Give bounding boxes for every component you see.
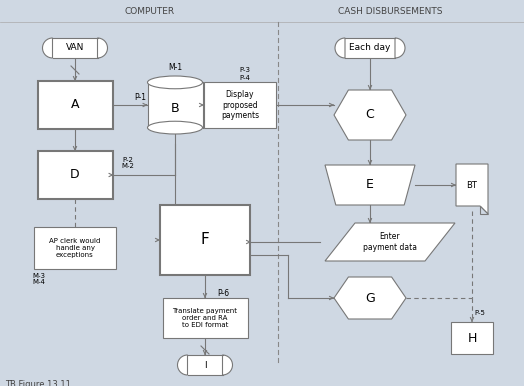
Text: BT: BT [466, 181, 477, 190]
Bar [147, 82, 202, 128]
Text: F: F [201, 232, 210, 247]
Text: A: A [71, 98, 79, 112]
Wedge shape [335, 38, 345, 58]
Text: Translate payment
order and RA
to EDI format: Translate payment order and RA to EDI fo… [172, 308, 237, 328]
Text: Each day: Each day [350, 44, 391, 52]
Text: Enter
payment data: Enter payment data [363, 232, 417, 252]
Text: COMPUTER: COMPUTER [125, 7, 175, 17]
Bar [34, 227, 116, 269]
Wedge shape [42, 38, 52, 58]
Polygon shape [325, 165, 415, 205]
PathPatch shape [456, 164, 488, 214]
Polygon shape [480, 206, 488, 214]
Text: D: D [70, 169, 80, 181]
Bar [160, 205, 250, 275]
Text: VAN: VAN [66, 44, 84, 52]
Polygon shape [334, 277, 406, 319]
FancyBboxPatch shape [345, 38, 395, 58]
Bar [162, 298, 247, 338]
Bar [204, 82, 276, 128]
Text: E: E [366, 178, 374, 191]
Text: M-1: M-1 [168, 64, 182, 73]
Text: P-1: P-1 [134, 93, 146, 102]
Text: C: C [366, 108, 374, 122]
Wedge shape [178, 355, 188, 375]
Polygon shape [325, 223, 455, 261]
Text: I: I [204, 361, 206, 369]
Text: P-2
M-2: P-2 M-2 [122, 156, 135, 169]
Bar [451, 322, 493, 354]
Text: P-6: P-6 [217, 288, 229, 298]
Text: G: G [365, 291, 375, 305]
Text: AP clerk would
handle any
exceptions: AP clerk would handle any exceptions [49, 238, 101, 258]
Wedge shape [223, 355, 233, 375]
Wedge shape [395, 38, 405, 58]
FancyBboxPatch shape [52, 38, 97, 58]
Text: Display
proposed
payments: Display proposed payments [221, 90, 259, 120]
Text: P-5: P-5 [475, 310, 485, 316]
Bar [38, 81, 113, 129]
Text: B: B [171, 103, 179, 115]
Ellipse shape [147, 76, 202, 89]
Text: H: H [467, 332, 477, 344]
Text: CASH DISBURSEMENTS: CASH DISBURSEMENTS [338, 7, 442, 17]
Text: M-3
M-4: M-3 M-4 [32, 273, 45, 286]
Text: TB Figure 13.11: TB Figure 13.11 [5, 380, 71, 386]
FancyBboxPatch shape [188, 355, 223, 375]
Wedge shape [97, 38, 107, 58]
Text: P-3
P-4: P-3 P-4 [239, 68, 250, 81]
Bar [38, 151, 113, 199]
Polygon shape [334, 90, 406, 140]
Ellipse shape [147, 121, 202, 134]
